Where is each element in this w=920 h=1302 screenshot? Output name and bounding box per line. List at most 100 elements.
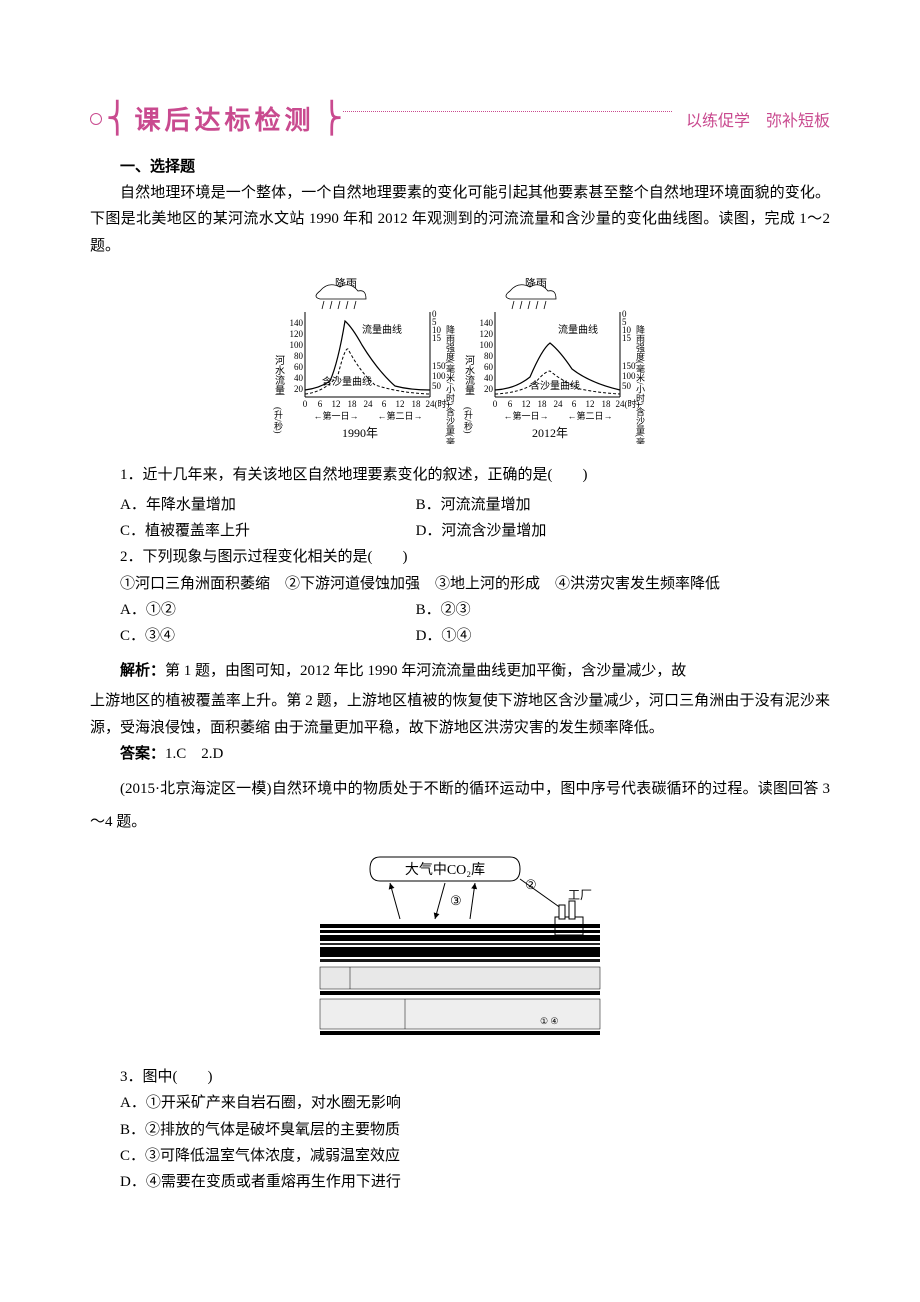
svg-text:含沙量曲线: 含沙量曲线 <box>322 375 372 388</box>
svg-text:12: 12 <box>586 399 595 409</box>
svg-text:流量曲线: 流量曲线 <box>558 323 598 336</box>
svg-text:12: 12 <box>332 399 341 409</box>
svg-text:15: 15 <box>432 333 442 343</box>
q3-opt-b: B．②排放的气体是破坏臭氧层的主要物质 <box>90 1117 830 1143</box>
header-title: 课后达标检测 <box>129 100 321 137</box>
svg-text:0: 0 <box>493 399 498 409</box>
svg-text:100: 100 <box>432 371 446 381</box>
svg-text:100: 100 <box>622 371 636 381</box>
svg-text:50: 50 <box>432 381 442 391</box>
svg-text:18: 18 <box>412 399 422 409</box>
svg-text:含沙量(毫克/升): 含沙量(毫克/升) <box>445 406 455 444</box>
svg-text:12: 12 <box>522 399 531 409</box>
figure-2: 大气中CO₂库 ③ ② 工厂 <box>90 849 830 1054</box>
analysis-label: 解析： <box>120 663 165 679</box>
svg-text:20: 20 <box>484 384 494 394</box>
svg-text:2012年: 2012年 <box>532 426 568 440</box>
svg-text:80: 80 <box>484 351 494 361</box>
svg-text:140: 140 <box>290 318 304 328</box>
q2-items: ①河口三角洲面积萎缩 ②下游河道侵蚀加强 ③地上河的形成 ④洪涝灾害发生频率降低 <box>90 571 830 597</box>
svg-text:6: 6 <box>382 399 387 409</box>
svg-text:1990年: 1990年 <box>342 426 378 440</box>
svg-text:6: 6 <box>572 399 577 409</box>
section-heading: 一、选择题 <box>90 155 830 176</box>
svg-text:① ④: ① ④ <box>540 1016 558 1026</box>
q2-opt-b: B．②③ <box>416 597 830 623</box>
svg-text:←第一日→: ←第一日→ <box>503 410 548 421</box>
q3-opt-c: C．③可降低温室气体浓度，减弱温室效应 <box>90 1143 830 1169</box>
svg-text:60: 60 <box>294 362 304 372</box>
q3-stem: 3．图中( ) <box>90 1064 830 1090</box>
answer-1: 答案：1.C 2.D <box>90 741 830 767</box>
analysis-1: 解析：第 1 题，由图可知，2012 年比 1990 年河流流量曲线更加平衡，含… <box>90 655 830 688</box>
svg-text:60: 60 <box>484 362 494 372</box>
svg-text:6: 6 <box>508 399 513 409</box>
analysis-1-body2: 上游地区的植被覆盖率上升。第 2 题，上游地区植被的恢复使下游地区含沙量减少，河… <box>90 688 830 741</box>
top-box-label: 大气中CO₂库 <box>405 862 485 878</box>
q3-opt-a: A．①开采矿产来自岩石圈，对水圈无影响 <box>90 1090 830 1116</box>
svg-text:40: 40 <box>484 373 494 383</box>
chart-1-svg: 降雨 204060 80100120 140 河水流量 <box>265 269 655 444</box>
svg-text:12: 12 <box>396 399 405 409</box>
svg-text:河水流量: 河水流量 <box>463 355 475 395</box>
svg-text:6: 6 <box>318 399 323 409</box>
intro-paragraph-1: 自然地理环境是一个整体，一个自然地理要素的变化可能引起其他要素甚至整个自然地理环… <box>90 180 830 259</box>
q1-stem: 1．近十几年来，有关该地区自然地理要素变化的叙述，正确的是( ) <box>90 459 830 492</box>
q1-opt-a: A．年降水量增加 <box>90 492 416 518</box>
svg-text:←第一日→: ←第一日→ <box>313 410 358 421</box>
svg-text:降雨强度(毫米/小时): 降雨强度(毫米/小时) <box>635 324 645 406</box>
intro-paragraph-2: (2015·北京海淀区一模)自然环境中的物质处于不断的循环运动中，图中序号代表碳… <box>90 773 830 839</box>
svg-text:③: ③ <box>450 893 462 908</box>
answer-1-text: 1.C 2.D <box>165 746 223 762</box>
q2-opt-a: A．①② <box>90 597 416 623</box>
svg-text:120: 120 <box>480 329 494 339</box>
header: ⎨ 课后达标检测 ⎬ 以练促学 弥补短板 <box>90 100 830 137</box>
q1-opt-c: C．植被覆盖率上升 <box>90 518 416 544</box>
svg-text:24: 24 <box>364 399 374 409</box>
svg-text:(升/秒): (升/秒) <box>463 407 473 434</box>
q2-opt-d: D．①④ <box>416 623 830 649</box>
svg-text:100: 100 <box>480 340 494 350</box>
bracket-open: ⎨ <box>106 101 129 137</box>
svg-text:含沙量曲线: 含沙量曲线 <box>530 379 580 392</box>
answer-label: 答案： <box>120 746 165 762</box>
header-dot-icon <box>90 113 102 125</box>
svg-text:←第二日→: ←第二日→ <box>377 410 422 421</box>
svg-text:18: 18 <box>348 399 358 409</box>
svg-text:80: 80 <box>294 351 304 361</box>
svg-text:40: 40 <box>294 373 304 383</box>
q2-opt-c: C．③④ <box>90 623 416 649</box>
factory-label: 工厂 <box>568 888 592 902</box>
svg-text:(时): (时) <box>625 398 640 409</box>
svg-text:100: 100 <box>290 340 304 350</box>
svg-text:←第二日→: ←第二日→ <box>567 410 612 421</box>
svg-text:(时): (时) <box>435 398 450 409</box>
bracket-close: ⎬ <box>321 101 344 137</box>
svg-text:50: 50 <box>622 381 632 391</box>
svg-text:含沙量(毫克/升): 含沙量(毫克/升) <box>635 406 645 444</box>
svg-text:120: 120 <box>290 329 304 339</box>
q1-opt-b: B．河流流量增加 <box>416 492 830 518</box>
svg-text:24: 24 <box>554 399 564 409</box>
figure-1: 降雨 204060 80100120 140 河水流量 <box>90 269 830 449</box>
svg-text:150: 150 <box>432 361 446 371</box>
svg-text:流量曲线: 流量曲线 <box>362 323 402 336</box>
svg-text:18: 18 <box>538 399 548 409</box>
header-tagline: 以练促学 弥补短板 <box>686 107 830 131</box>
chart-2-svg: 大气中CO₂库 ③ ② 工厂 <box>310 849 610 1049</box>
svg-text:(升/秒): (升/秒) <box>273 407 283 434</box>
svg-text:河水流量: 河水流量 <box>273 355 285 395</box>
q2-stem: 2．下列现象与图示过程变化相关的是( ) <box>90 544 830 570</box>
svg-text:②: ② <box>525 877 537 892</box>
svg-text:15: 15 <box>622 333 632 343</box>
svg-text:150: 150 <box>622 361 636 371</box>
svg-text:降雨强度(毫米/小时): 降雨强度(毫米/小时) <box>445 324 455 406</box>
q3-opt-d: D．④需要在变质或者重熔再生作用下进行 <box>90 1169 830 1195</box>
svg-text:0: 0 <box>303 399 308 409</box>
svg-text:140: 140 <box>480 318 494 328</box>
svg-text:18: 18 <box>602 399 612 409</box>
svg-text:20: 20 <box>294 384 304 394</box>
analysis-1-body1: 第 1 题，由图可知，2012 年比 1990 年河流流量曲线更加平衡，含沙量减… <box>165 663 686 679</box>
q1-opt-d: D．河流含沙量增加 <box>416 518 830 544</box>
header-dashed-line <box>343 111 672 112</box>
